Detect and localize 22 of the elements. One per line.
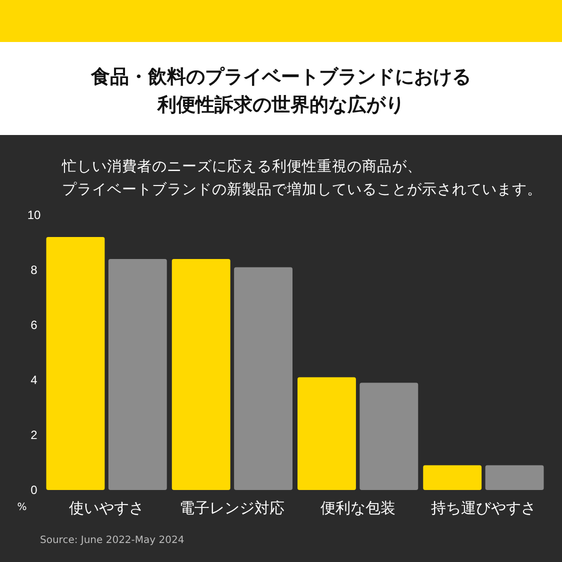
bar: [360, 382, 418, 490]
bar: [298, 377, 356, 490]
x-tick-label: 便利な包装: [320, 500, 396, 517]
bar: [234, 267, 292, 490]
y-tick-label: 10: [27, 208, 41, 222]
bar: [172, 259, 230, 490]
x-tick-label: 使いやすさ: [69, 500, 144, 517]
bar: [485, 465, 544, 490]
chart-subtitle: 忙しい消費者のニーズに応える利便性重視の商品が、プライベートブランドの新製品で増加していることが示されています。: [61, 158, 542, 198]
y-tick-label: 8: [30, 262, 38, 277]
bar: [423, 465, 482, 490]
y-tick-label: 2: [30, 428, 38, 442]
y-axis-title: %: [17, 502, 27, 513]
y-tick-label: 4: [30, 372, 38, 387]
x-tick-label: 電子レンジ対応: [180, 500, 285, 517]
bar: [46, 237, 105, 490]
y-tick-label: 6: [30, 318, 38, 332]
source-note: Source: June 2022-May 2024: [40, 535, 184, 546]
x-tick-label: 持ち運びやすさ: [430, 500, 536, 517]
y-tick-label: 0: [30, 482, 38, 497]
chart-title: 食品・飲料のプライベートブランドにおける利便性訴求の世界的な広がり: [90, 66, 471, 116]
bar: [108, 259, 167, 490]
